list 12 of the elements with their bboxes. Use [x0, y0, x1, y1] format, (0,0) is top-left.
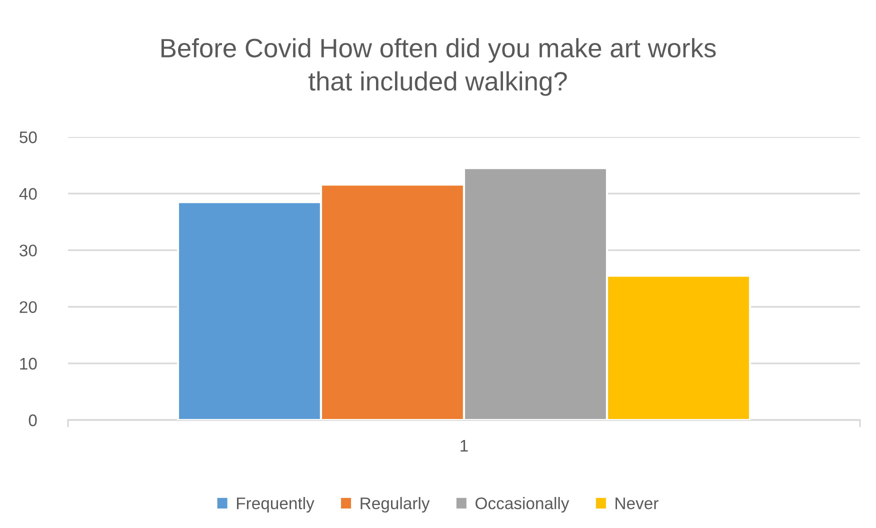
legend-label: Occasionally	[476, 497, 570, 513]
chart-title: Before Covid How often did you make art works that included walking?	[162, 38, 716, 96]
y-tick-label: 0	[28, 414, 37, 426]
y-tick-label: 10	[20, 358, 37, 370]
y-tick-label: 50	[20, 131, 37, 144]
y-tick-label: 20	[20, 301, 37, 314]
legend-label: Never	[616, 498, 658, 510]
y-tick-label: 40	[19, 188, 37, 200]
y-tick-label: 30	[20, 244, 37, 256]
x-tick-label: 1	[460, 440, 468, 452]
legend-label: Regularly	[360, 497, 430, 513]
legend-label: Frequently	[237, 497, 314, 513]
